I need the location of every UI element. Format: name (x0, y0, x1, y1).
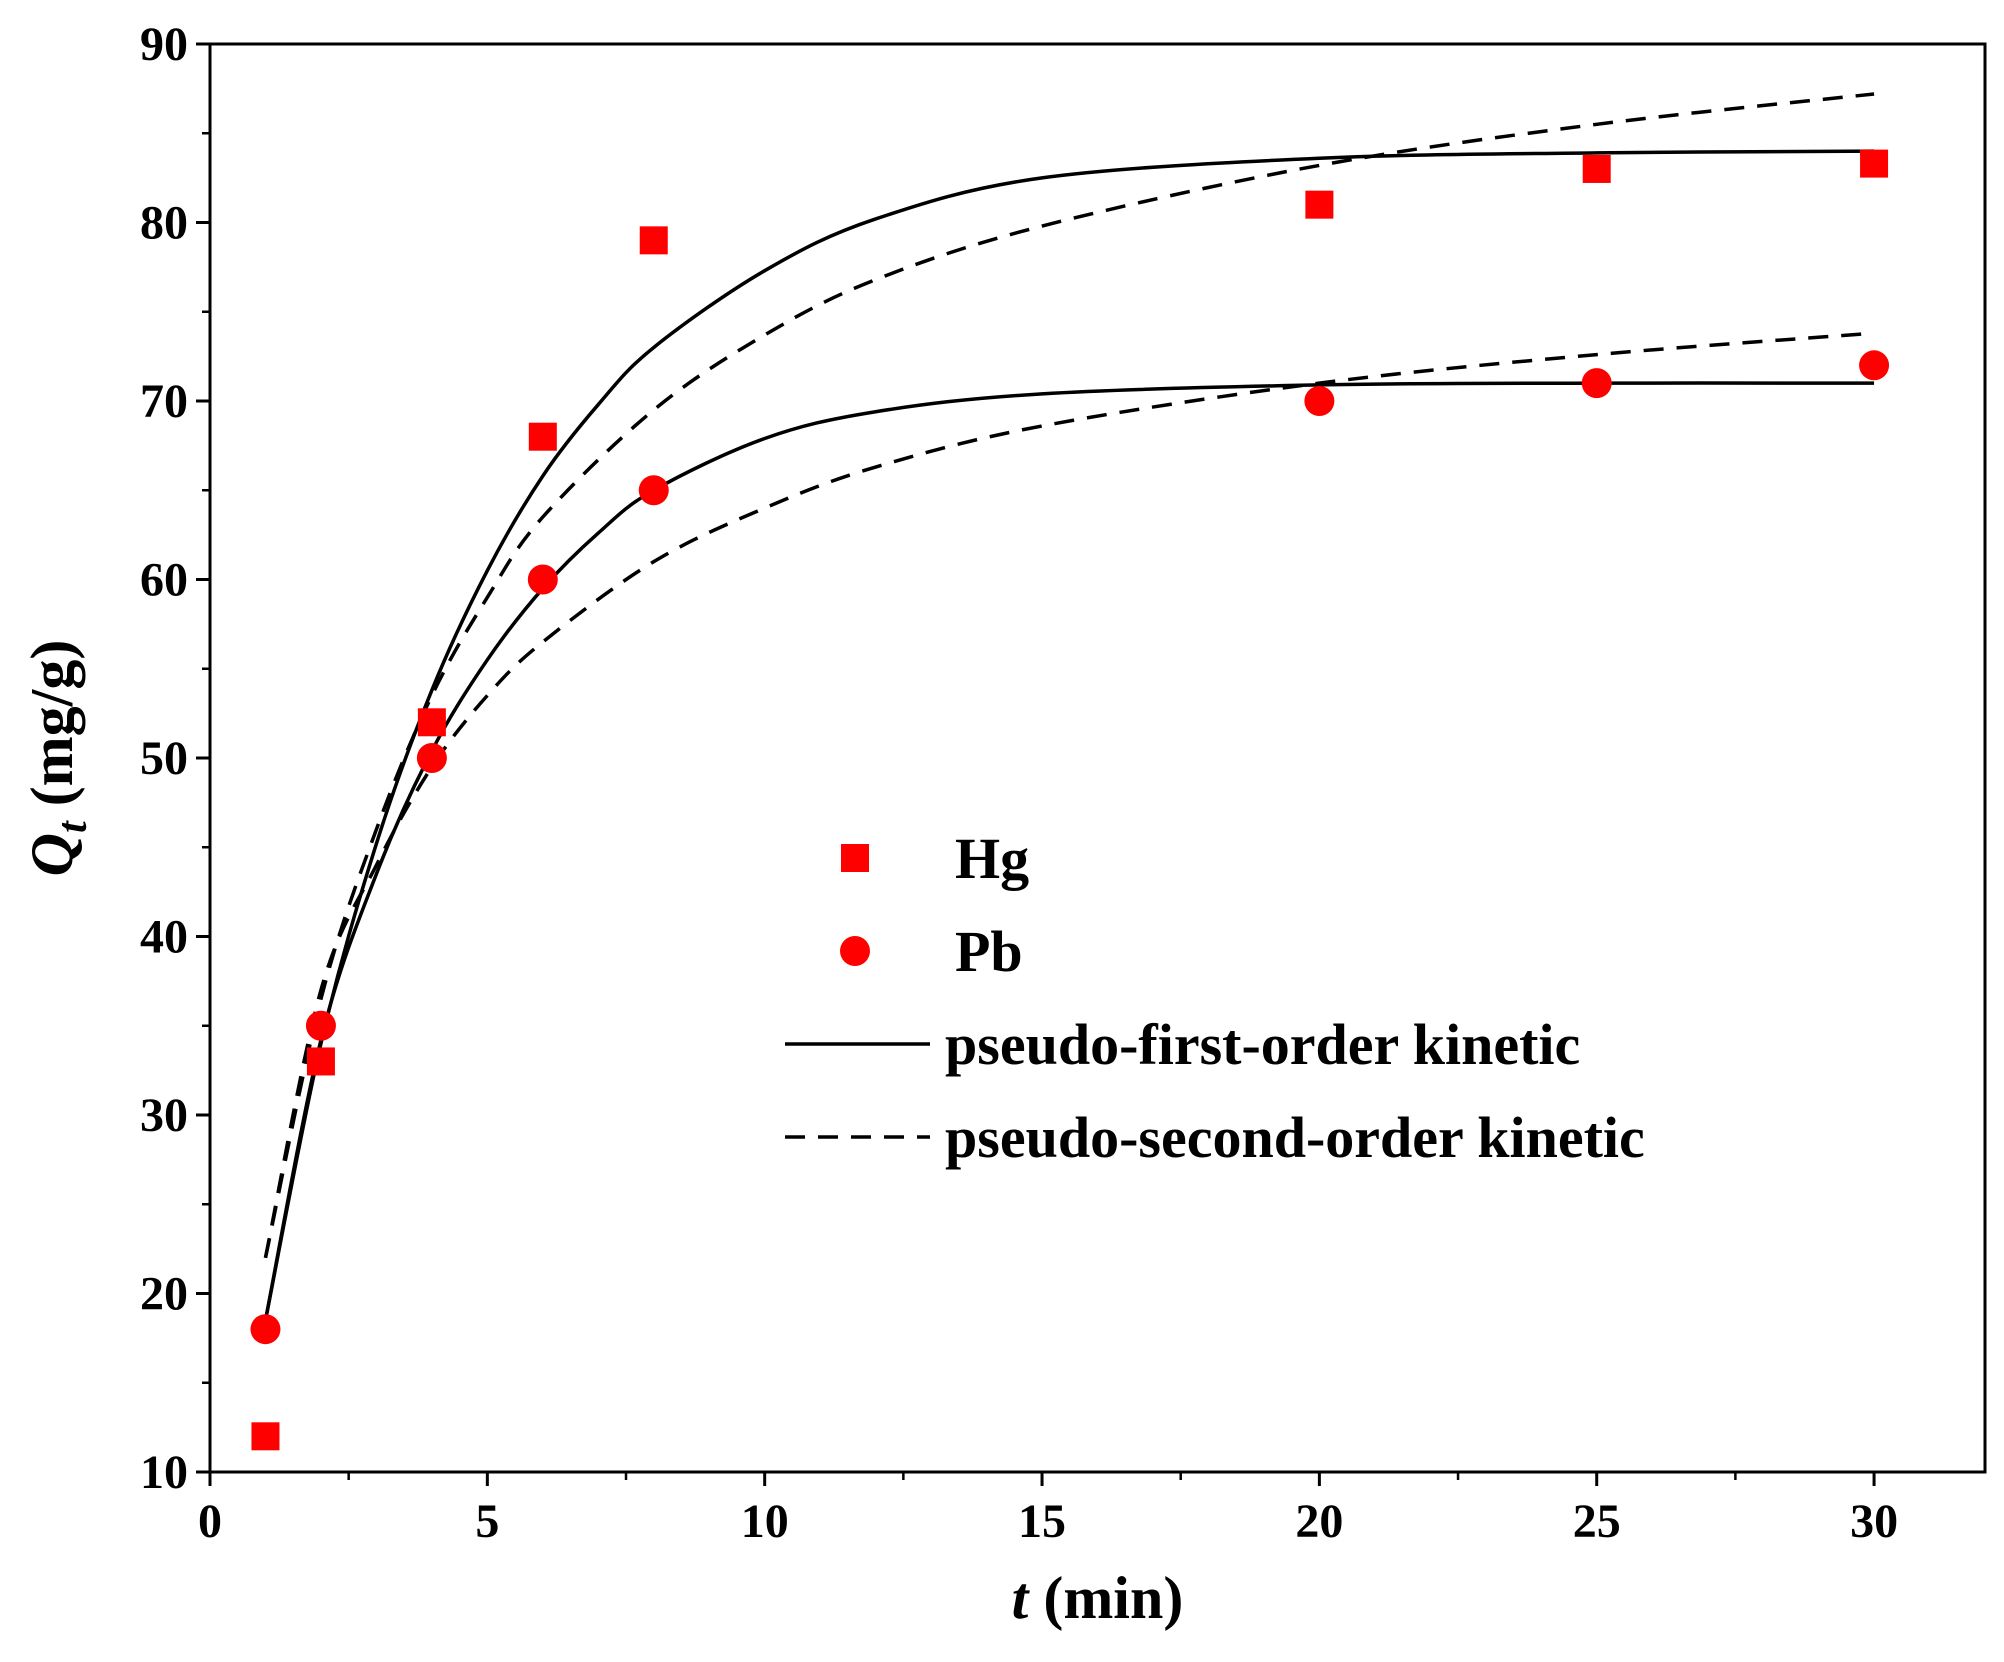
y-tick-label: 30 (140, 1089, 188, 1142)
y-axis-unit: (mg/g) (19, 640, 85, 822)
y-tick-label: 10 (140, 1446, 188, 1499)
x-tick-label: 30 (1850, 1495, 1898, 1548)
y-tick-label: 80 (140, 197, 188, 250)
x-axis-title: t (min) (1012, 1565, 1184, 1631)
y-axis-variable: Q (19, 833, 85, 876)
data-points-group (250, 149, 1890, 1451)
y-tick-label: 40 (140, 911, 188, 964)
pseudo-first-order-curve-2 (263, 381, 1875, 1321)
y-tick-label: 20 (140, 1268, 188, 1321)
hg-data-point (1582, 154, 1611, 183)
axes-group: 0 5 10 15 20 25 30 10 20 30 40 50 60 70 80 90 (140, 18, 1987, 1548)
y-tick-label: 50 (140, 732, 188, 785)
pb-data-point (416, 743, 447, 773)
legend-label: Hg (955, 826, 1029, 891)
legend-marker-square (841, 844, 869, 872)
pb-data-point (527, 564, 558, 595)
pb-data-point (1304, 386, 1335, 416)
hg-data-point (251, 1422, 280, 1451)
pb-data-point (250, 1314, 281, 1345)
x-tick-label: 0 (198, 1495, 222, 1548)
pseudo-second-order-curve-2 (263, 331, 1875, 1259)
legend-label: pseudo-first-order kinetic (945, 1012, 1580, 1077)
pb-data-point (305, 1010, 336, 1041)
plot-frame (208, 42, 1987, 1474)
pb-data-point (1859, 350, 1890, 381)
y-tick-label: 60 (140, 554, 188, 607)
x-tick-label: 10 (741, 1495, 789, 1548)
hg-data-point (306, 1047, 335, 1076)
y-tick-label: 70 (140, 375, 188, 428)
y-axis-subscript: t (50, 820, 96, 833)
x-tick-label: 20 (1295, 1495, 1343, 1548)
x-axis-variable: t (1012, 1565, 1031, 1631)
y-tick-label: 90 (140, 18, 188, 71)
legend-label: pseudo-second-order kinetic (945, 1105, 1645, 1170)
hg-data-point (639, 226, 668, 255)
y-axis-title: Qt (mg/g) (19, 640, 96, 877)
legend-marker-circle (840, 936, 870, 966)
legend-label: Pb (955, 919, 1023, 984)
hg-data-point (1860, 149, 1889, 178)
x-tick-label: 25 (1573, 1495, 1621, 1548)
hg-data-point (417, 708, 446, 737)
x-axis-unit: (min) (1028, 1565, 1183, 1631)
hg-data-point (528, 422, 557, 451)
legend: Hg Pb pseudo-first-order kinetic pseudo-sec… (785, 826, 1645, 1170)
x-tick-label: 5 (475, 1495, 499, 1548)
pseudo-second-order-curve-1 (263, 92, 1875, 1259)
hg-data-point (1305, 190, 1334, 219)
x-tick-label: 15 (1018, 1495, 1066, 1548)
pb-data-point (1581, 368, 1612, 399)
pb-data-point (638, 475, 669, 506)
